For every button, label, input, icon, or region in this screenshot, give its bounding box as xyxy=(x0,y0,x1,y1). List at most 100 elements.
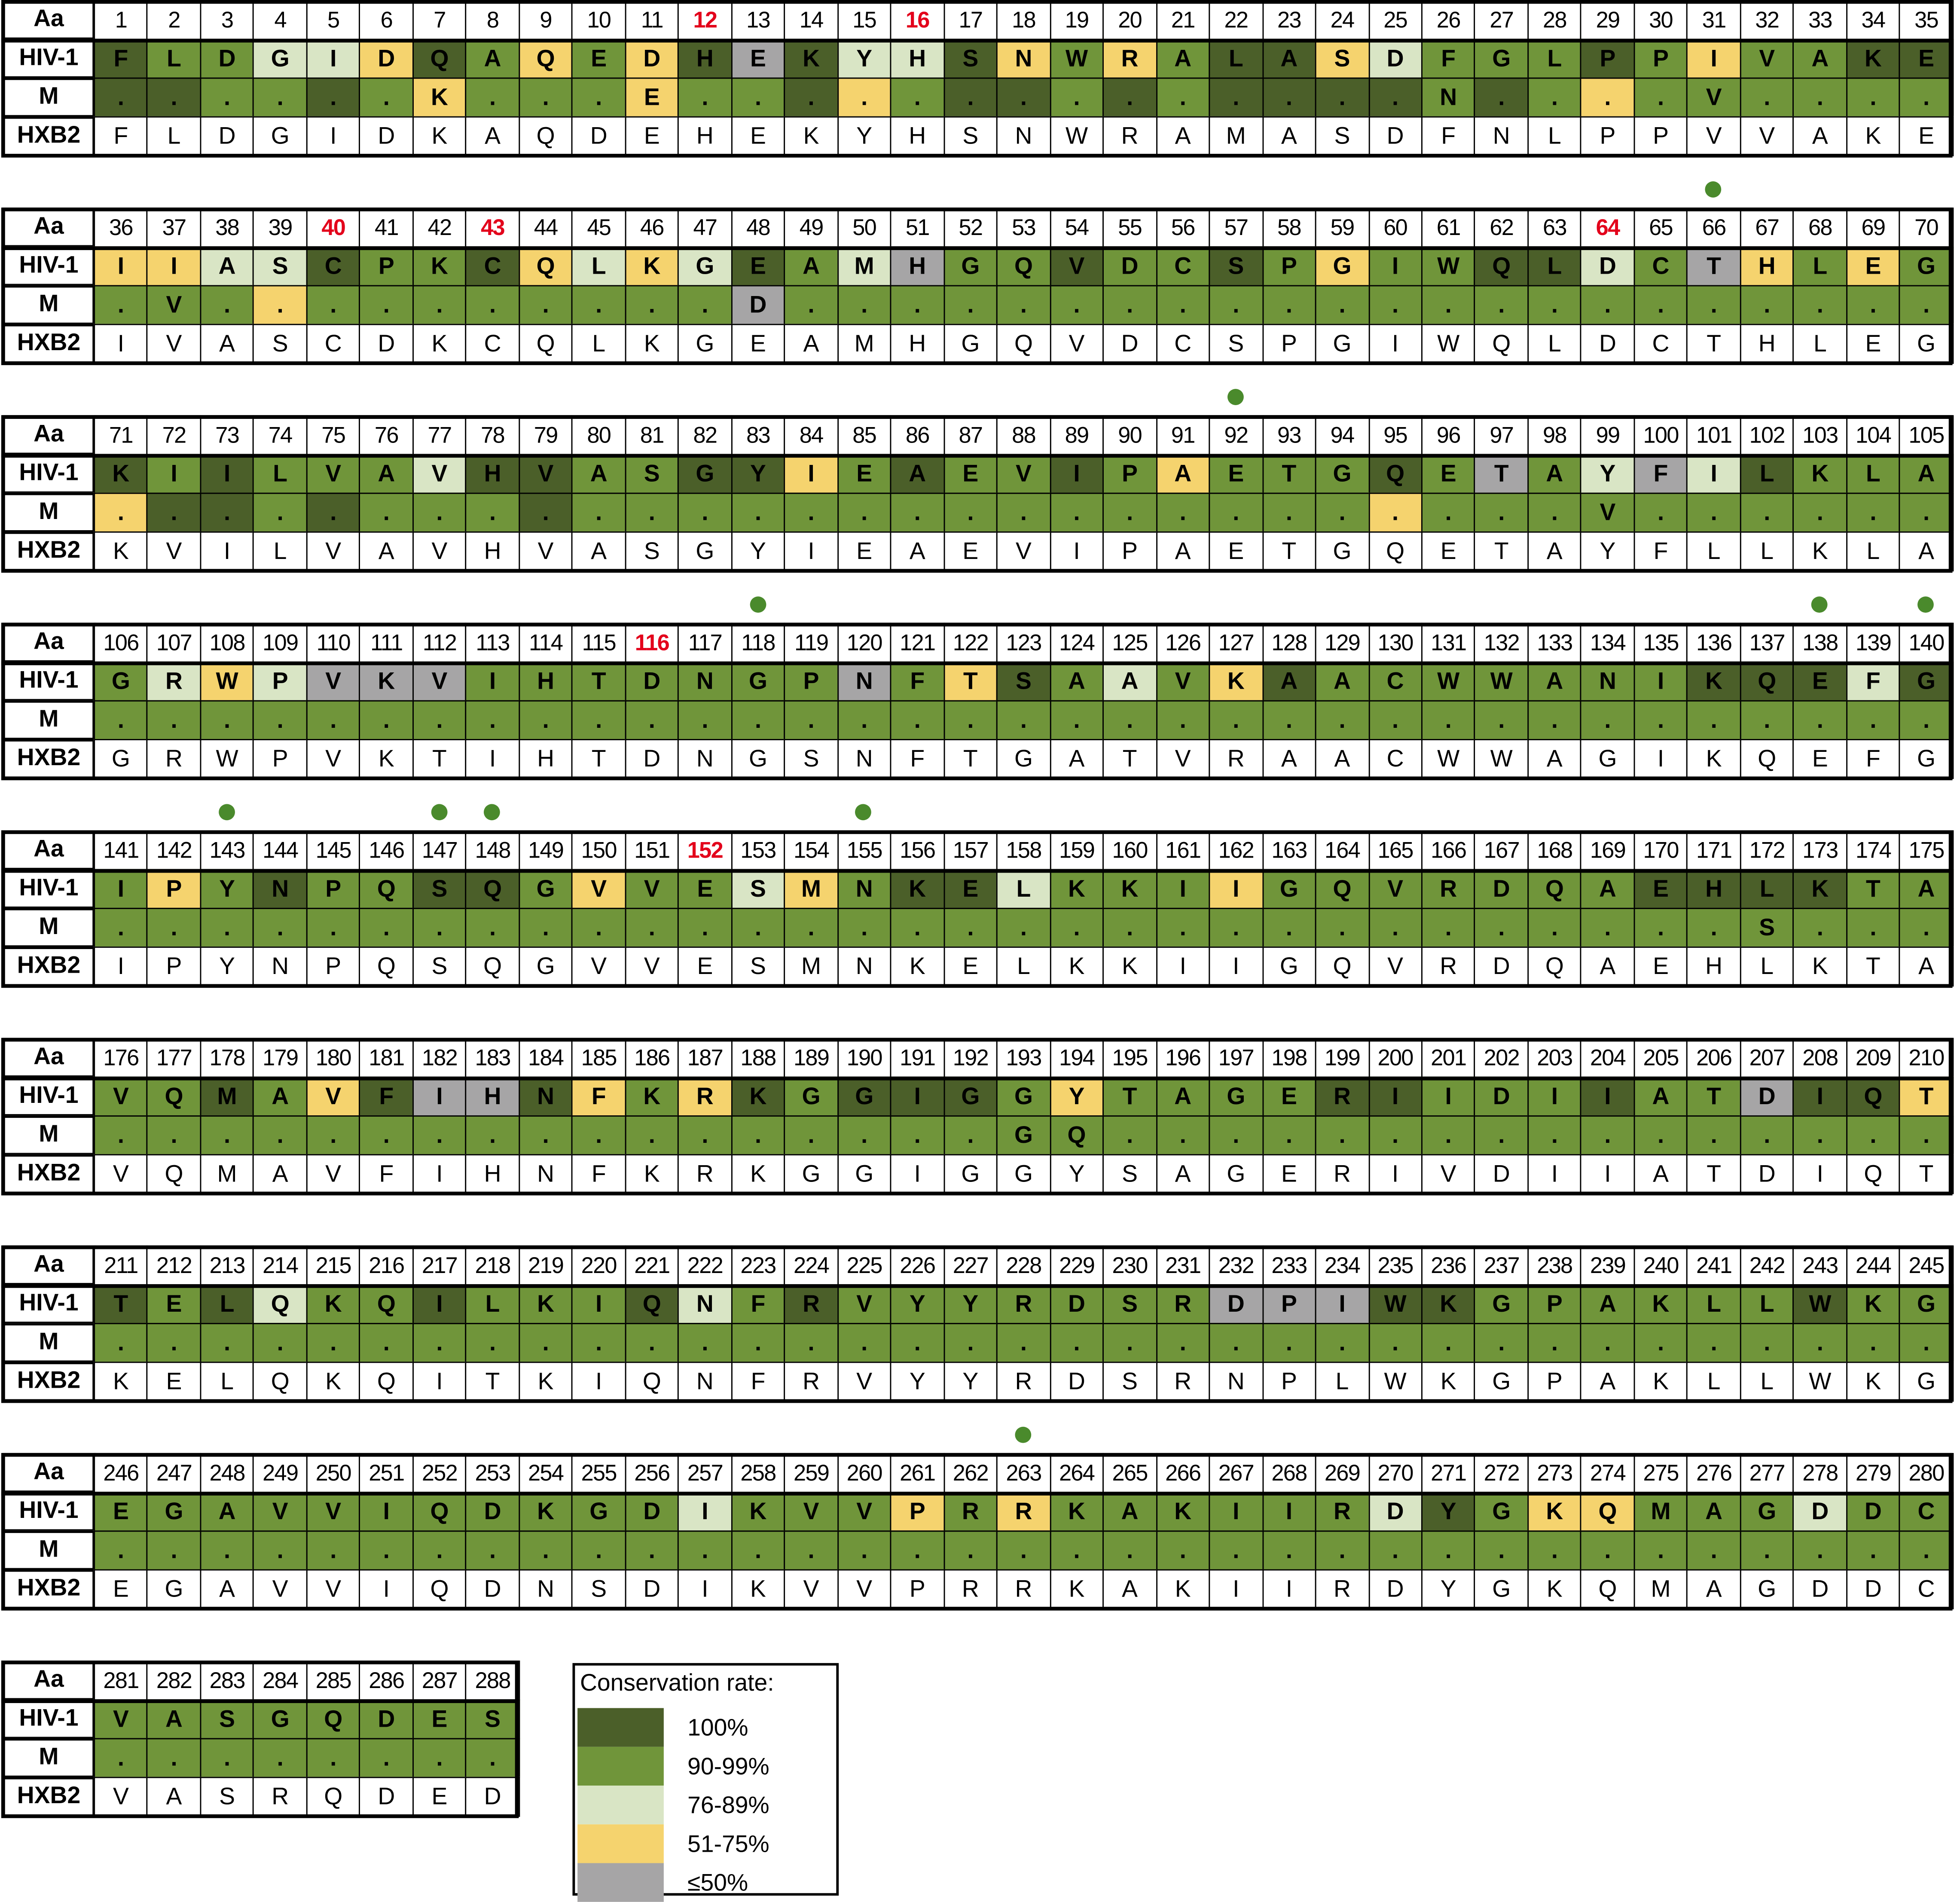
m-residue: . xyxy=(1899,700,1954,740)
m-residue: V xyxy=(1686,77,1741,118)
m-residue: . xyxy=(94,285,148,325)
hxb2-residue: G xyxy=(1474,1569,1529,1609)
hxb2-residue: Q xyxy=(253,1362,308,1402)
hxb2-residue: V xyxy=(1686,116,1741,156)
row-label-hiv1: HIV-1 xyxy=(2,1699,97,1740)
m-residue: . xyxy=(1421,1530,1476,1571)
hxb2-residue: A xyxy=(1580,1362,1635,1402)
hiv1-residue: Q xyxy=(1740,661,1794,702)
position-number: 131 xyxy=(1421,623,1476,663)
position-number: 217 xyxy=(412,1245,467,1285)
position-number: 2 xyxy=(147,0,201,40)
m-residue: . xyxy=(1049,492,1104,533)
position-number: 55 xyxy=(1102,208,1157,248)
site-marker-dot xyxy=(1015,1426,1031,1443)
position-number: 282 xyxy=(147,1661,201,1701)
row-label-hiv1: HIV-1 xyxy=(2,246,97,287)
hxb2-residue: V xyxy=(1421,1154,1476,1194)
hxb2-residue: E xyxy=(147,1362,201,1402)
position-number: 115 xyxy=(571,623,626,663)
hxb2-residue: A xyxy=(200,324,254,364)
m-residue: V xyxy=(147,285,201,325)
m-residue: . xyxy=(1262,1323,1316,1363)
position-number: 194 xyxy=(1049,1038,1104,1078)
position-number: 219 xyxy=(518,1245,573,1285)
position-number: 38 xyxy=(200,208,254,248)
position-number: 24 xyxy=(1315,0,1370,40)
hiv1-residue: P xyxy=(784,661,839,702)
hxb2-residue: N xyxy=(518,1154,573,1194)
hiv1-residue: D xyxy=(1580,246,1635,287)
hiv1-residue: H xyxy=(678,39,733,79)
site-marker-dot xyxy=(749,596,766,613)
position-number: 13 xyxy=(731,0,785,40)
m-residue: . xyxy=(1156,700,1210,740)
hxb2-residue: Y xyxy=(200,946,254,987)
hxb2-residue: A xyxy=(784,324,839,364)
row-label-hxb2: HXB2 xyxy=(2,739,97,779)
hiv1-residue: K xyxy=(1846,1284,1901,1325)
position-number: 22 xyxy=(1209,0,1264,40)
m-residue: . xyxy=(147,907,201,948)
position-number: 43 xyxy=(465,208,520,248)
m-residue: . xyxy=(731,1323,785,1363)
row-label-m: M xyxy=(2,77,97,118)
hiv1-residue: M xyxy=(1633,1492,1688,1532)
m-residue: . xyxy=(1633,1115,1688,1156)
row-label-aa: Aa xyxy=(2,1453,97,1493)
m-residue: . xyxy=(253,1323,308,1363)
position-number: 171 xyxy=(1686,830,1741,870)
hiv1-residue: E xyxy=(731,39,785,79)
m-residue: . xyxy=(1474,285,1529,325)
position-number: 44 xyxy=(518,208,573,248)
hiv1-residue: V xyxy=(306,1492,360,1532)
hiv1-residue: Q xyxy=(359,1284,414,1325)
hxb2-residue: R xyxy=(1156,1362,1210,1402)
position-number: 193 xyxy=(996,1038,1051,1078)
legend-label-51-75: 51-75% xyxy=(687,1832,769,1858)
hiv1-residue: D xyxy=(465,1492,520,1532)
hiv1-residue: S xyxy=(625,454,679,494)
m-residue: . xyxy=(1527,700,1582,740)
hiv1-residue: I xyxy=(1580,1076,1635,1117)
m-residue: . xyxy=(784,1530,839,1571)
hiv1-residue: V xyxy=(306,661,360,702)
hiv1-residue: I xyxy=(571,1284,626,1325)
position-number: 28 xyxy=(1527,0,1582,40)
position-number: 9 xyxy=(518,0,573,40)
hiv1-residue: G xyxy=(94,661,148,702)
row-label-aa: Aa xyxy=(2,623,97,663)
position-number: 263 xyxy=(996,1453,1051,1493)
m-residue: N xyxy=(1421,77,1476,118)
position-number: 198 xyxy=(1262,1038,1316,1078)
hiv1-residue: A xyxy=(1899,454,1954,494)
hxb2-residue: E xyxy=(731,116,785,156)
hiv1-residue: E xyxy=(837,454,891,494)
hiv1-residue: K xyxy=(412,246,467,287)
position-number: 209 xyxy=(1846,1038,1901,1078)
m-residue: . xyxy=(518,700,573,740)
m-residue: . xyxy=(253,1115,308,1156)
position-number: 169 xyxy=(1580,830,1635,870)
position-number: 203 xyxy=(1527,1038,1582,1078)
hxb2-residue: H xyxy=(890,116,945,156)
position-number: 84 xyxy=(784,415,839,455)
hiv1-residue: K xyxy=(1102,869,1157,909)
m-residue: . xyxy=(784,77,839,118)
m-residue: . xyxy=(731,700,785,740)
position-number: 229 xyxy=(1049,1245,1104,1285)
m-residue: . xyxy=(1209,907,1264,948)
hiv1-residue: T xyxy=(1474,454,1529,494)
hiv1-residue: K xyxy=(1793,869,1847,909)
hxb2-residue: R xyxy=(253,1777,308,1817)
hxb2-residue: D xyxy=(625,1569,679,1609)
hiv1-residue: V xyxy=(837,1492,891,1532)
m-residue: . xyxy=(571,700,626,740)
hiv1-residue: K xyxy=(94,454,148,494)
hxb2-residue: V xyxy=(253,1569,308,1609)
hiv1-residue: C xyxy=(1156,246,1210,287)
m-residue: . xyxy=(1156,1115,1210,1156)
position-number: 89 xyxy=(1049,415,1104,455)
position-number: 99 xyxy=(1580,415,1635,455)
hxb2-residue: G xyxy=(1899,1362,1954,1402)
